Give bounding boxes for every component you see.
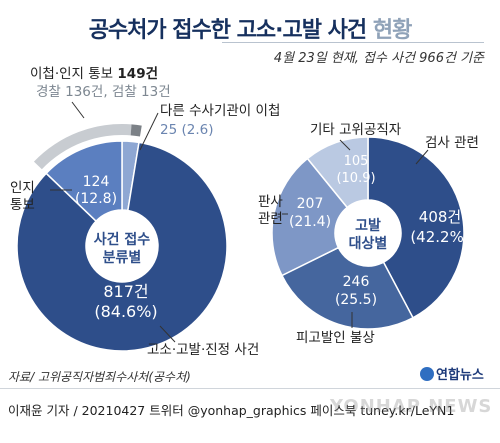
watermark: YONHAP NEWS bbox=[330, 396, 493, 417]
slice-label-transfer: 다른 수사기관이 이첩 bbox=[160, 103, 281, 119]
slice-label-unknown: 피고발인 불상 bbox=[296, 330, 375, 346]
callout-breakdown: 경찰 136건, 검찰 13건 bbox=[36, 84, 171, 100]
credit-line: 이재윤 기자 / 20210427 트위터 @yonhap_graphics 페… bbox=[8, 403, 455, 418]
chart-subtitle: 4월 23일 현재, 접수 사건 966건 기준 bbox=[273, 51, 484, 66]
callout-arc-1 bbox=[130, 124, 142, 137]
data-label-left-notice-percent: (12.8) bbox=[75, 191, 117, 207]
data-label-right-unknown-percent: (25.5) bbox=[335, 292, 377, 308]
data-label-left-notice-value: 124 bbox=[83, 174, 110, 190]
center-label-right-1: 고발 bbox=[355, 217, 381, 234]
agency-logo: 연합뉴스 bbox=[420, 364, 484, 383]
leader-left-transfer bbox=[139, 112, 159, 151]
data-label-left-complaint-value: 817건 bbox=[103, 282, 148, 301]
pie-center-left bbox=[86, 210, 158, 282]
source-note: 자료/ 고위공직자범죄수사처(공수처) bbox=[8, 370, 191, 384]
title-main: 공수처가 접수한 고소·고발 사건 bbox=[88, 18, 367, 43]
data-label-right-prosecutor-percent: (42.2%) bbox=[410, 228, 469, 246]
pie-center-right bbox=[335, 200, 401, 266]
center-label-left-1: 사건 접수 bbox=[94, 231, 151, 248]
data-label-right-other-percent: (10.9) bbox=[336, 171, 375, 186]
footer-divider bbox=[0, 388, 500, 389]
title-divider bbox=[222, 42, 484, 43]
callout-arc-0 bbox=[33, 123, 132, 170]
slice-value-transfer: 25 (2.6) bbox=[160, 122, 214, 138]
data-label-right-judge-value: 207 bbox=[297, 196, 324, 212]
data-label-right-judge-percent: (21.4) bbox=[289, 214, 331, 230]
center-label-left-2: 분류별 bbox=[103, 249, 142, 266]
slice-label-complaint: 고소·고발·진정 사건 bbox=[147, 342, 260, 358]
leader-left-callout bbox=[71, 101, 85, 119]
slice-label-prosecutor: 검사 관련 bbox=[425, 135, 479, 151]
slice-label-notice: 인지 통보 bbox=[10, 180, 35, 213]
logo-icon bbox=[420, 367, 434, 381]
data-label-left-complaint-percent: (84.6%) bbox=[94, 302, 157, 321]
leader-left-complaint bbox=[159, 325, 176, 343]
data-label-right-prosecutor-value: 408건 bbox=[419, 208, 461, 226]
data-label-right-other-value: 105 bbox=[344, 154, 369, 169]
leader-right-other bbox=[339, 139, 351, 151]
center-label-right-2: 대상별 bbox=[349, 235, 388, 252]
callout-title: 이첩·인지 통보 149건 bbox=[30, 66, 159, 82]
data-label-right-unknown-value: 246 bbox=[343, 274, 370, 290]
chart-title: 공수처가 접수한 고소·고발 사건 현황 bbox=[0, 12, 500, 44]
slice-label-judge: 판사 관련 bbox=[258, 194, 283, 227]
leader-right-prosecutor bbox=[415, 149, 429, 165]
slice-label-other: 기타 고위공직자 bbox=[310, 122, 402, 138]
title-tail: 현황 bbox=[372, 18, 412, 43]
